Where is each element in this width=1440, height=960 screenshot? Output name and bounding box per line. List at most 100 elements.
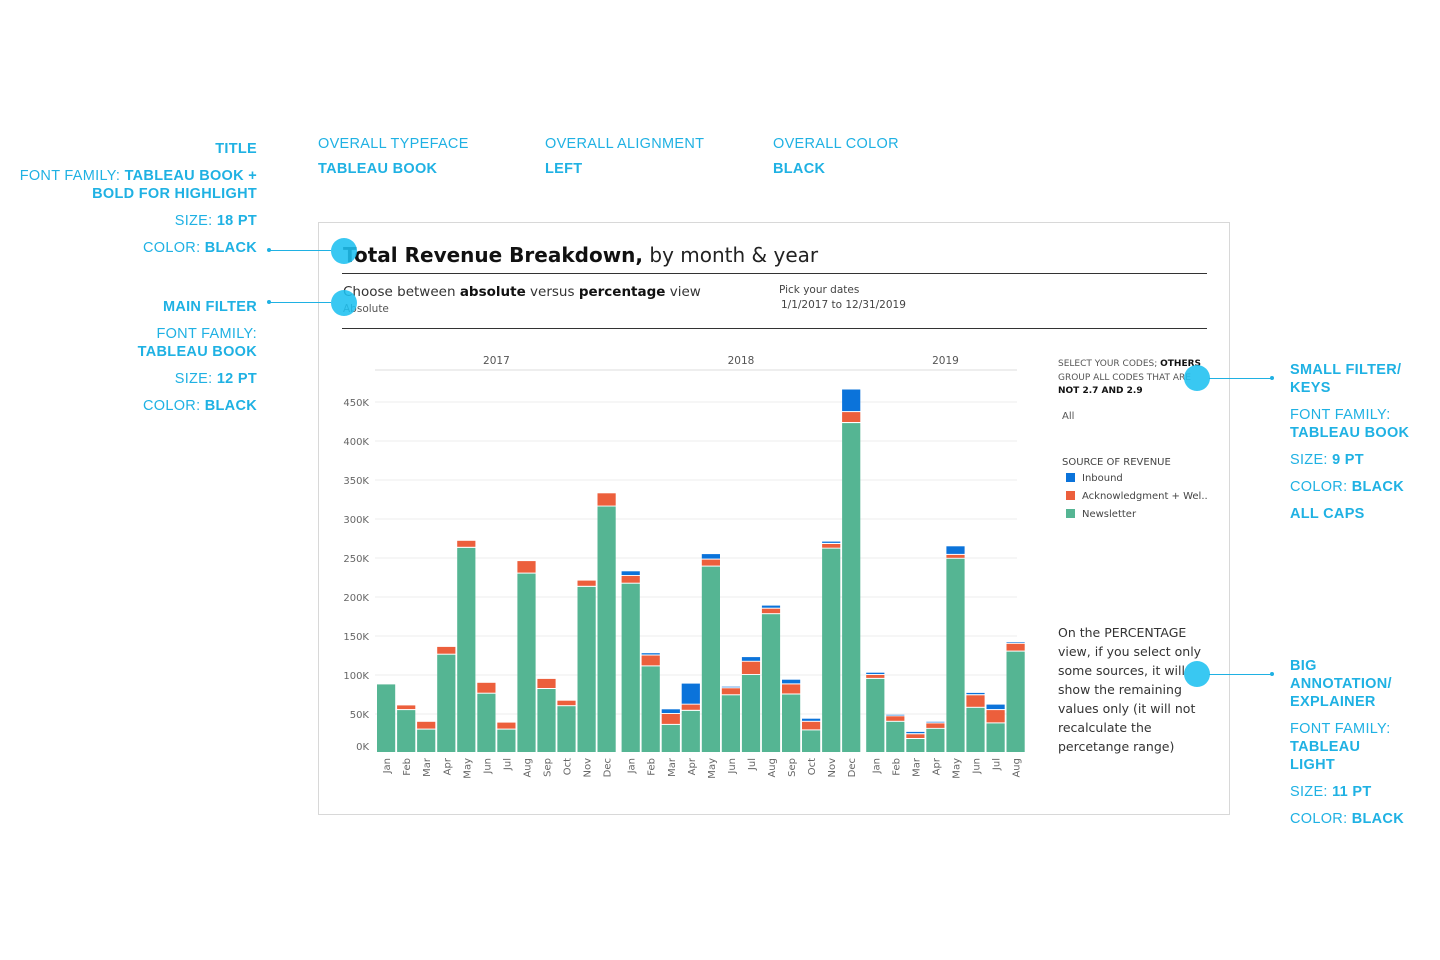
x-tick-label: May [707,758,718,779]
bar-segment-acknowledgment-wel [761,608,781,614]
y-tick-label: 400K [343,437,369,448]
legend-label: Newsletter [1082,509,1137,520]
legend-item-acknowledgment[interactable]: Acknowledgment + Wel.. [1066,491,1208,502]
bar-segment-newsletter [741,675,761,752]
main-filter-spec-annotation: MAIN FILTER FONT FAMILY: TABLEAU BOOK SI… [0,298,257,424]
bar-segment-newsletter [661,724,680,752]
bar-stack [822,541,841,752]
bar-segment-newsletter [866,678,885,752]
connector-dot [1270,672,1274,676]
codes-label-text: GROUP ALL CODES THAT ARE [1058,372,1191,383]
annotation-value: 12 PT [216,371,257,387]
bar-segment-newsletter [457,547,476,752]
overall-typeface-annotation: OVERALL TYPEFACE TABLEAU BOOK [318,136,469,177]
bar-segment-newsletter [397,710,416,752]
annotation-label: SIZE: [174,213,217,229]
annotation-label: COLOR: [143,240,205,256]
codes-filter-dropdown[interactable]: All [1062,411,1075,422]
legend-item-inbound[interactable]: Inbound [1066,473,1123,484]
bar-segment-inbound [886,714,905,716]
y-tick-label: 350K [343,476,369,487]
annotation-value: LIGHT [1290,757,1335,773]
bar-segment-acknowledgment-wel [701,559,720,566]
bar-segment-inbound [761,605,781,608]
legend-item-newsletter[interactable]: Newsletter [1066,509,1136,520]
bar-segment-acknowledgment-wel [782,684,801,694]
x-tick-label: Aug [1012,758,1023,778]
filter-divider [342,328,1207,329]
annotation-heading: OVERALL TYPEFACE [318,136,469,152]
title-divider [342,273,1207,274]
legend-swatch [1066,473,1075,482]
bar-segment-acknowledgment-wel [497,722,516,729]
annotation-heading: OVERALL COLOR [773,136,899,152]
annotation-label: FONT FAMILY: [156,326,257,342]
x-tick-label: Dec [847,758,858,777]
bar-segment-newsletter [417,729,436,752]
bar-segment-inbound [701,554,720,559]
annotation-label: COLOR: [1290,479,1352,495]
filter-label-text: Choose between [343,284,460,300]
bar-stack [721,686,740,752]
date-filter-value[interactable]: 1/1/2017 to 12/31/2019 [781,299,906,311]
bar-stack [557,700,576,752]
year-header: 2018 [728,355,755,367]
bar-stack [802,718,821,752]
bar-stack [517,561,536,752]
annotation-heading: TITLE [215,141,257,157]
annotation-heading: MAIN FILTER [162,299,257,315]
x-tick-label: Feb [647,758,658,776]
legend-swatch [1066,491,1075,500]
bars [377,389,1025,752]
bar-segment-acknowledgment-wel [741,661,761,674]
bar-stack [701,554,720,752]
bar-segment-acknowledgment-wel [597,493,616,506]
bar-segment-acknowledgment-wel [577,580,596,586]
bar-segment-newsletter [721,695,740,752]
bar-segment-newsletter [886,721,905,752]
bar-segment-acknowledgment-wel [966,695,985,707]
x-tick-label: Nov [583,758,594,778]
bar-stack [377,684,396,752]
connector-dot [1270,376,1274,380]
bar-segment-acknowledgment-wel [397,705,416,710]
bar-segment-newsletter [681,710,700,752]
bar-segment-newsletter [437,654,456,752]
annotation-value: TABLEAU [1290,739,1361,755]
annotation-label: SIZE: [1290,452,1333,468]
bar-segment-newsletter [906,739,925,752]
bar-stack [782,679,801,752]
annotation-value: BLACK [773,161,826,177]
grid-layer [375,369,1017,715]
legend-label: Inbound [1082,473,1123,484]
x-tick-label: Feb [402,758,413,776]
bar-stack [641,653,660,752]
annotation-value: TABLEAU BOOK [1290,425,1410,441]
dashboard-title: Total Revenue Breakdown, by month & year [343,243,818,267]
filter-label-text: versus [525,284,579,300]
x-tick-label: Mar [667,757,678,777]
bar-segment-newsletter [641,666,660,752]
codes-label-bold: NOT 2.7 AND 2.9 [1058,386,1143,396]
bar-stack [1006,642,1025,752]
annotation-value: TABLEAU BOOK [137,344,257,360]
annotation-value: 18 PT [216,213,257,229]
legend-title: SOURCE OF REVENUE [1062,457,1171,468]
bar-segment-newsletter [537,689,556,752]
y-tick-label: 50K [350,710,370,721]
overall-color-annotation: OVERALL COLOR BLACK [773,136,899,177]
y-tick-label: 450K [343,398,369,409]
annotation-heading: EXPLAINER [1290,694,1376,710]
bar-stack [577,580,596,752]
bar-segment-newsletter [621,583,640,752]
explainer-text: On the PERCENTAGE view, if you select on… [1058,625,1202,754]
x-tick-label: May [952,758,963,779]
annotation-value: TABLEAU BOOK + [124,168,257,184]
bar-stack [537,678,556,752]
y-axis-ticks: 0K 50K 100K 150K 200K 250K 300K 350K 400K 450K [343,398,369,753]
x-tick-label: Jul [747,758,758,771]
annotation-label: FONT FAMILY: [1290,407,1391,423]
annotation-heading: SMALL FILTER/ [1290,362,1402,378]
annotation-label: FONT FAMILY: [19,168,125,184]
overall-alignment-annotation: OVERALL ALIGNMENT LEFT [545,136,704,177]
